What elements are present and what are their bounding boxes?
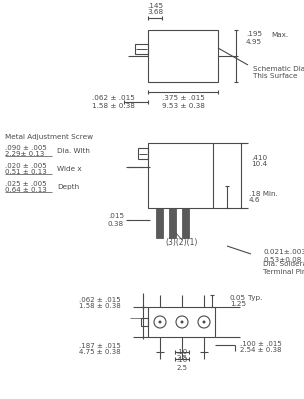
Text: Metal Adjustment Screw: Metal Adjustment Screw [5,134,93,140]
Text: .10
2.5: .10 2.5 [176,358,188,371]
Text: .090 ± .005
2.29± 0.13: .090 ± .005 2.29± 0.13 [5,144,47,158]
Text: .020 ± .005
0.51 ± 0.13: .020 ± .005 0.51 ± 0.13 [5,162,47,176]
Bar [148,307,215,337]
Text: .375 ± .015
9.53 ± 0.38: .375 ± .015 9.53 ± 0.38 [161,95,204,109]
Text: .195
4.95: .195 4.95 [246,32,262,45]
Text: 0.05
1.25: 0.05 1.25 [230,294,246,308]
Bar [148,143,213,208]
Text: .145
3.68: .145 3.68 [147,2,163,16]
Text: 0.021±.003
0.53±0.08: 0.021±.003 0.53±0.08 [263,249,304,263]
Text: Typ.: Typ. [248,295,262,301]
Text: Depth: Depth [57,184,79,190]
Text: .10
2.5: .10 2.5 [176,348,188,361]
Text: .062 ± .015
1.58 ± 0.38: .062 ± .015 1.58 ± 0.38 [79,296,121,310]
Text: .100 ± .015
2.54 ± 0.38: .100 ± .015 2.54 ± 0.38 [240,340,282,354]
Text: Dia. With: Dia. With [57,148,90,154]
Text: .062 ± .015
1.58 ± 0.38: .062 ± .015 1.58 ± 0.38 [92,95,134,109]
Text: Wide x: Wide x [57,166,82,172]
Text: .025 ± .005
0.64 ± 0.13: .025 ± .005 0.64 ± 0.13 [5,180,47,194]
Bar [135,44,148,54]
Bar [181,208,188,238]
Text: Schematic Diagram
This Surface: Schematic Diagram This Surface [253,65,304,79]
Circle shape [181,320,184,324]
Text: .410
10.4: .410 10.4 [251,154,267,168]
Circle shape [202,320,206,324]
Text: .015
0.38: .015 0.38 [108,213,124,227]
Text: Max.: Max. [271,32,288,38]
Bar [148,30,218,82]
Bar [156,208,163,238]
Text: .18 Min.
4.6: .18 Min. 4.6 [249,190,278,203]
Bar [138,148,148,159]
Bar [141,318,148,326]
Text: (3)(2)(1): (3)(2)(1) [166,239,198,247]
Text: .187 ± .015
4.75 ± 0.38: .187 ± .015 4.75 ± 0.38 [79,342,121,356]
Text: Dia. Solderable
Terminal Pins (3): Dia. Solderable Terminal Pins (3) [263,261,304,275]
Bar [168,208,175,238]
Circle shape [158,320,161,324]
